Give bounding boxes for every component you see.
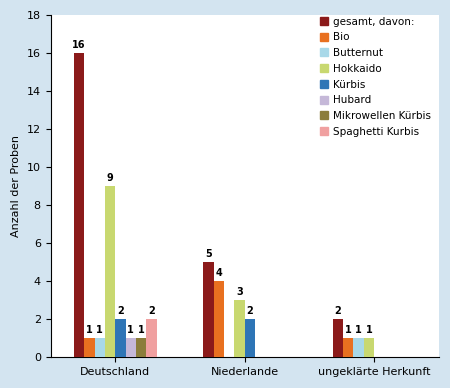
- Text: 1: 1: [127, 325, 134, 335]
- Bar: [343, 338, 353, 357]
- Bar: [74, 53, 84, 357]
- Text: 3: 3: [236, 287, 243, 297]
- Text: 1: 1: [345, 325, 351, 335]
- Bar: [136, 338, 146, 357]
- Bar: [353, 338, 364, 357]
- Bar: [364, 338, 374, 357]
- Text: 2: 2: [334, 306, 341, 316]
- Bar: [126, 338, 136, 357]
- Text: 4: 4: [216, 268, 222, 278]
- Text: 9: 9: [107, 173, 113, 183]
- Text: 1: 1: [96, 325, 103, 335]
- Text: 1: 1: [86, 325, 93, 335]
- Bar: [94, 338, 105, 357]
- Bar: [333, 319, 343, 357]
- Bar: [214, 281, 224, 357]
- Bar: [203, 262, 214, 357]
- Text: 5: 5: [205, 249, 212, 259]
- Text: 2: 2: [117, 306, 124, 316]
- Bar: [105, 186, 115, 357]
- Text: 16: 16: [72, 40, 86, 50]
- Bar: [234, 300, 245, 357]
- Bar: [245, 319, 255, 357]
- Bar: [84, 338, 94, 357]
- Bar: [146, 319, 157, 357]
- Text: 1: 1: [355, 325, 362, 335]
- Text: 2: 2: [148, 306, 155, 316]
- Y-axis label: Anzahl der Proben: Anzahl der Proben: [11, 135, 21, 237]
- Bar: [115, 319, 126, 357]
- Text: 1: 1: [365, 325, 372, 335]
- Text: 2: 2: [247, 306, 253, 316]
- Legend: gesamt, davon:, Bio, Butternut, Hokkaido, Kürbis, Hubard, Mikrowellen Kürbis, Sp: gesamt, davon:, Bio, Butternut, Hokkaido…: [317, 14, 434, 140]
- Text: 1: 1: [138, 325, 144, 335]
